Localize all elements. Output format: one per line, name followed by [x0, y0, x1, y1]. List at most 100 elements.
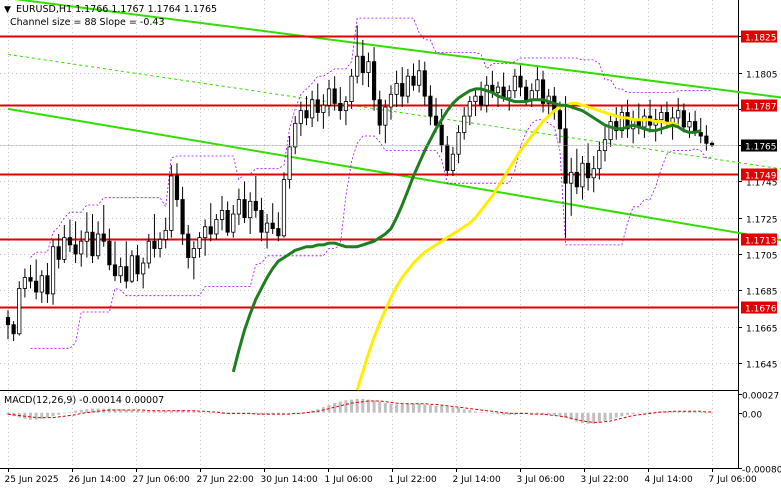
- candle-body: [197, 237, 202, 249]
- candle-body: [597, 150, 602, 170]
- candle-body: [101, 233, 106, 242]
- x-axis-labels: 25 Jun 2025 26 Jun 14:00 27 Jun 06:00 27 Ju…: [5, 468, 757, 485]
- candle-body: [56, 246, 61, 260]
- candle-body: [586, 162, 591, 179]
- candle-body: [253, 200, 258, 211]
- macd-bar: [462, 409, 466, 413]
- macd-bar: [665, 411, 669, 413]
- sub-grid: [8, 392, 713, 468]
- candle-body: [614, 121, 619, 132]
- macd-bar: [40, 412, 44, 419]
- macd-bar: [181, 409, 185, 413]
- candle-body: [388, 93, 394, 108]
- candle-body: [321, 104, 326, 113]
- candle-body: [681, 110, 686, 128]
- candle-body: [208, 226, 213, 235]
- collapse-arrow-icon[interactable]: ▼: [4, 5, 11, 15]
- macd-signal-line: [7, 400, 712, 423]
- candle-body: [456, 132, 461, 155]
- macd-bar: [57, 412, 61, 415]
- candle-body: [180, 199, 185, 235]
- candle-body: [462, 115, 467, 133]
- x-tick-label: 30 Jun 14:00: [261, 475, 318, 485]
- macd-bar: [304, 412, 308, 413]
- macd-bar: [586, 412, 590, 424]
- candle-body: [619, 112, 624, 132]
- macd-bar: [575, 412, 579, 422]
- candle-body: [580, 162, 585, 188]
- candles: [5, 25, 715, 342]
- macd-bar: [254, 412, 258, 415]
- macd-bar: [710, 412, 714, 414]
- channel-middle-line: [7, 53, 781, 170]
- x-tick-label: 3 Jul 06:00: [517, 475, 566, 485]
- candle-body: [236, 199, 242, 215]
- candle-body: [709, 142, 715, 146]
- macd-bar: [609, 412, 613, 420]
- candle-body: [535, 79, 540, 92]
- candle-body: [34, 280, 39, 293]
- candle-body: [704, 135, 709, 144]
- candle-body: [524, 86, 529, 101]
- chart-header: ▼ EURUSD,H1 1.1766 1.1767 1.1764 1.1765 …: [4, 4, 217, 28]
- macd-bar: [383, 403, 387, 413]
- macd-bar: [626, 412, 630, 415]
- candle-body: [28, 277, 33, 282]
- candle-body: [450, 153, 456, 171]
- candle-body: [214, 219, 219, 235]
- channel-info: Channel size = 88 Slope = -0.43: [10, 17, 165, 28]
- macd-bar: [440, 405, 444, 413]
- macd-bar: [417, 403, 421, 413]
- candle-body: [310, 99, 315, 119]
- macd-bar: [552, 412, 556, 416]
- candle-body: [186, 233, 191, 258]
- candle-body: [39, 275, 44, 293]
- current-price-label: 1.1765: [0, 139, 777, 153]
- y-tick-label: 1.1685: [746, 288, 778, 298]
- macd-bar: [192, 411, 196, 413]
- y-tick-label: 1.1705: [746, 252, 778, 262]
- macd-bar: [631, 412, 635, 415]
- candle-body: [242, 199, 247, 219]
- macd-bar: [547, 412, 551, 415]
- candle-body: [326, 88, 332, 106]
- candle-body: [163, 229, 168, 240]
- macd-bar: [412, 403, 416, 413]
- level-label: 1.1749: [745, 172, 777, 182]
- macd-bar: [479, 412, 483, 413]
- candle-body: [383, 106, 388, 126]
- candle-body: [219, 210, 225, 220]
- candle-body: [602, 139, 608, 151]
- candle-body: [174, 175, 180, 200]
- candle-body: [400, 83, 405, 97]
- macd-bar: [445, 406, 449, 413]
- macd-bar: [152, 411, 156, 413]
- candle-body: [659, 112, 664, 121]
- envelope-lower-line: [30, 119, 712, 349]
- current-price-value: 1.1765: [745, 143, 777, 153]
- macd-bar: [569, 412, 573, 420]
- candle-body: [146, 240, 151, 264]
- candle-body: [169, 175, 174, 231]
- macd-y-tick-label: 0.00: [742, 411, 762, 421]
- candle-body: [135, 255, 140, 275]
- macd-bar: [282, 412, 286, 414]
- macd-bar: [496, 412, 500, 415]
- macd-bar: [119, 409, 123, 413]
- macd-bar: [136, 410, 140, 413]
- level-lines: [0, 35, 738, 309]
- macd-bar: [293, 412, 297, 414]
- candle-body: [394, 83, 399, 95]
- macd-bar: [406, 403, 410, 413]
- channel-lines: [7, 0, 781, 242]
- candle-body: [433, 115, 439, 126]
- candle-body: [676, 110, 681, 119]
- macd-bar: [693, 412, 697, 413]
- macd-bar: [642, 412, 646, 414]
- macd-bar: [299, 412, 303, 414]
- macd-bar: [169, 410, 173, 413]
- macd-bar: [113, 409, 117, 413]
